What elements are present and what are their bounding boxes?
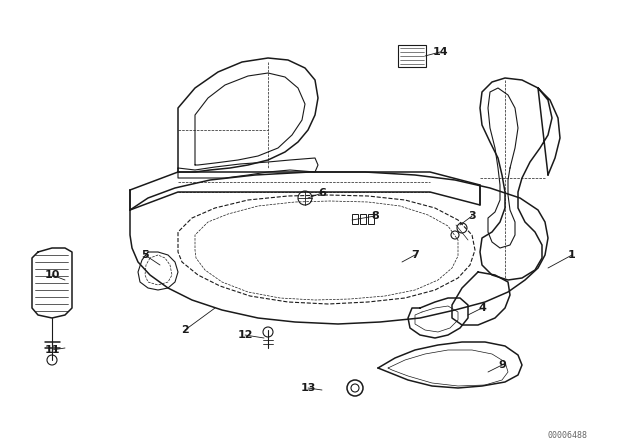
Circle shape bbox=[457, 223, 467, 233]
Text: 7: 7 bbox=[411, 250, 419, 260]
Text: 2: 2 bbox=[181, 325, 189, 335]
Circle shape bbox=[263, 327, 273, 337]
Text: 5: 5 bbox=[141, 250, 149, 260]
Text: 11: 11 bbox=[44, 345, 60, 355]
Text: 1: 1 bbox=[568, 250, 576, 260]
Text: 3: 3 bbox=[468, 211, 476, 221]
Bar bbox=[360, 214, 366, 224]
Text: 4: 4 bbox=[478, 303, 486, 313]
Text: 00006488: 00006488 bbox=[548, 431, 588, 440]
Text: 13: 13 bbox=[300, 383, 316, 393]
Text: 9: 9 bbox=[498, 360, 506, 370]
Text: 10: 10 bbox=[44, 270, 60, 280]
FancyBboxPatch shape bbox=[398, 45, 426, 67]
Bar bbox=[368, 214, 374, 224]
Text: 12: 12 bbox=[237, 330, 253, 340]
Circle shape bbox=[47, 355, 57, 365]
Text: 6: 6 bbox=[318, 188, 326, 198]
Text: 8: 8 bbox=[371, 211, 379, 221]
Circle shape bbox=[451, 231, 459, 239]
Text: 14: 14 bbox=[432, 47, 448, 57]
Circle shape bbox=[298, 191, 312, 205]
Bar bbox=[352, 214, 358, 224]
Circle shape bbox=[351, 384, 359, 392]
Circle shape bbox=[347, 380, 363, 396]
